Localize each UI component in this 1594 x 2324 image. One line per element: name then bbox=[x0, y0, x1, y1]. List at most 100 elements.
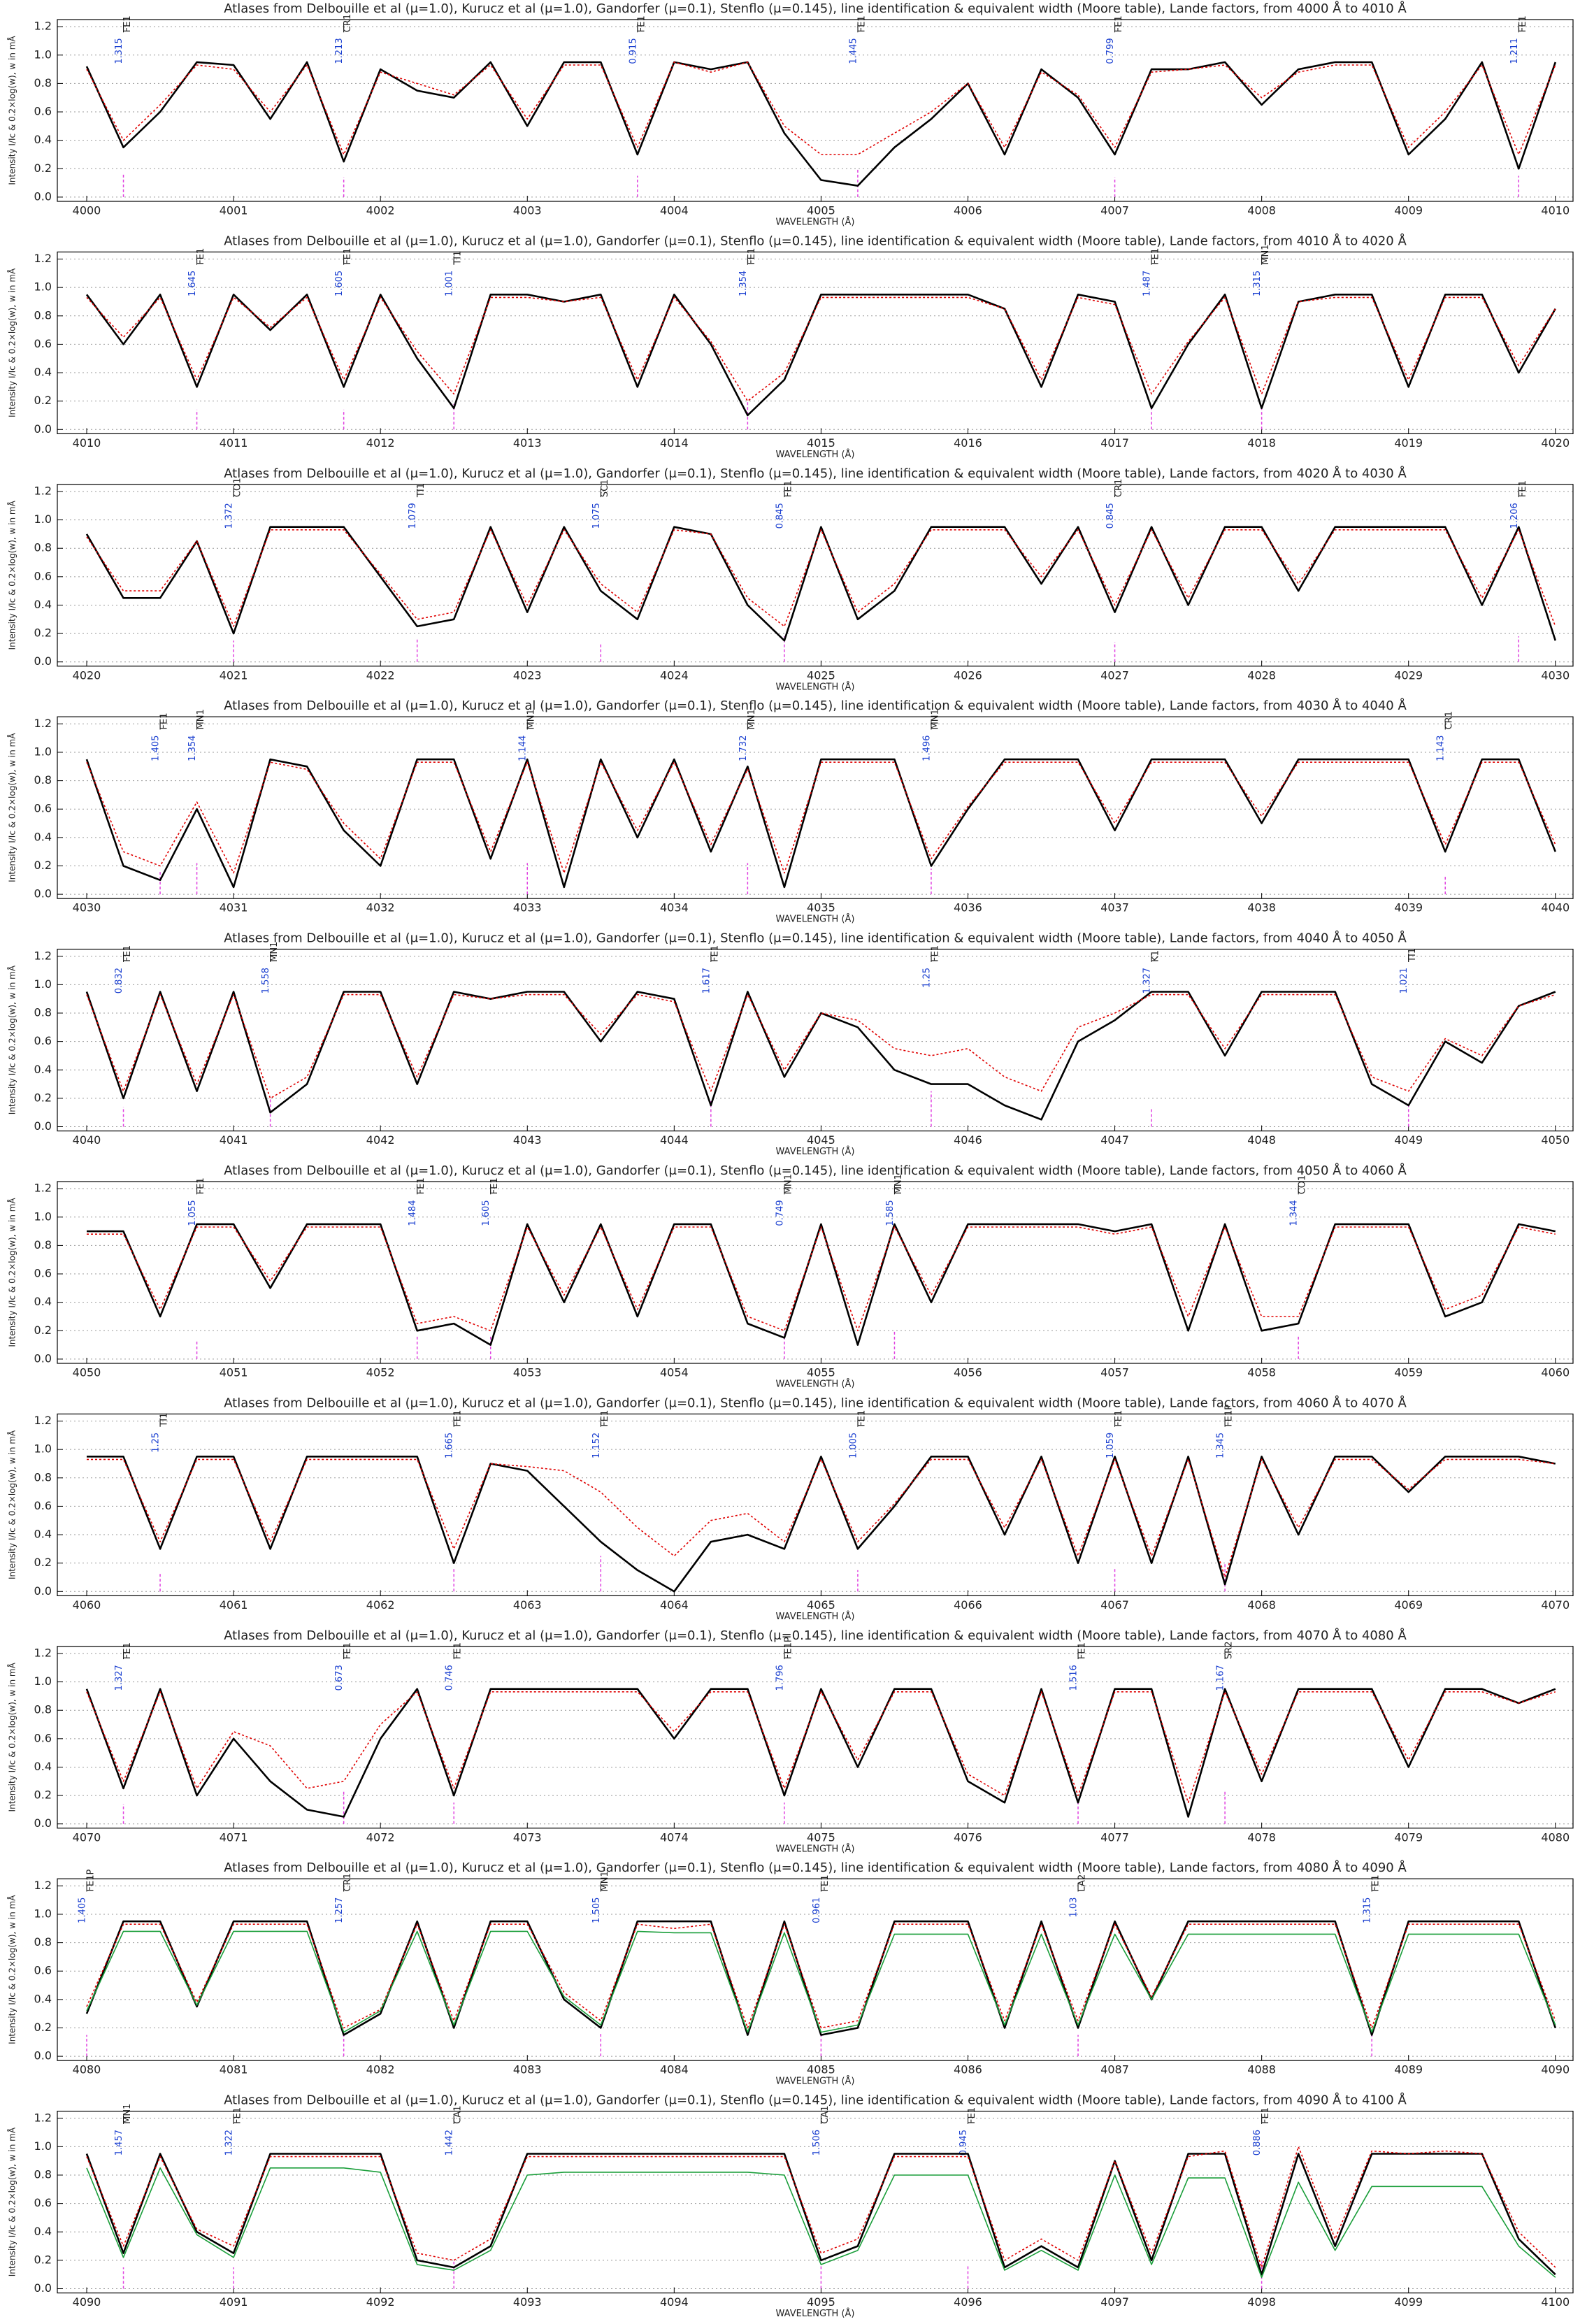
lande-factor: 1.059 bbox=[1105, 1433, 1116, 1458]
lande-factor: 1.167 bbox=[1216, 1665, 1226, 1691]
x-axis-label: WAVELENGTH (Å) bbox=[776, 914, 855, 925]
y-tick-label: 0.6 bbox=[34, 2196, 52, 2209]
x-tick-label: 4042 bbox=[366, 1133, 395, 1147]
y-tick-label: 0.0 bbox=[34, 2281, 52, 2295]
x-axis-label: WAVELENGTH (Å) bbox=[776, 2308, 855, 2319]
x-tick-label: 4006 bbox=[954, 204, 982, 217]
x-tick-label: 4068 bbox=[1247, 1598, 1276, 1612]
y-tick-label: 1.0 bbox=[34, 2139, 52, 2153]
y-axis-label: Intensity I/Ic & 0.2×log(w), w in mÅ bbox=[7, 733, 17, 882]
chart-title: Atlases from Delbouille et al (μ=1.0), K… bbox=[224, 233, 1407, 248]
x-tick-label: 4053 bbox=[513, 1366, 542, 1379]
y-tick-label: 0.8 bbox=[34, 1703, 52, 1716]
lande-factor: 1.457 bbox=[114, 2130, 124, 2156]
lande-factor: 1.315 bbox=[1363, 1898, 1373, 1923]
lande-factor: 1.372 bbox=[224, 503, 235, 529]
x-tick-label: 4040 bbox=[73, 1133, 101, 1147]
line-id: FE1P bbox=[86, 1870, 96, 1892]
x-tick-label: 4030 bbox=[1541, 668, 1570, 682]
lande-factor: 0.749 bbox=[775, 1200, 785, 1226]
lande-factor: 1.005 bbox=[848, 1433, 859, 1458]
plot-frame bbox=[57, 948, 1574, 1132]
x-tick-label: 4050 bbox=[1541, 1133, 1570, 1147]
x-tick-label: 4026 bbox=[954, 668, 982, 682]
lande-factor: 1.496 bbox=[921, 736, 932, 761]
y-tick-label: 1.0 bbox=[34, 977, 52, 991]
lande-factor: 1.075 bbox=[591, 503, 602, 529]
y-tick-label: 0.8 bbox=[34, 1470, 52, 1484]
plot-frame bbox=[57, 1878, 1574, 2061]
lande-factor: 1.079 bbox=[408, 503, 418, 529]
x-tick-label: 4003 bbox=[513, 204, 542, 217]
x-tick-label: 4013 bbox=[513, 436, 542, 450]
x-tick-label: 4033 bbox=[513, 901, 542, 914]
y-tick-label: 0.4 bbox=[34, 1760, 52, 1773]
x-axis-label: WAVELENGTH (Å) bbox=[776, 1843, 855, 1854]
line-id: FE1P bbox=[1224, 1405, 1235, 1427]
y-tick-label: 0.2 bbox=[34, 394, 52, 407]
spectrum-line bbox=[86, 761, 1556, 874]
x-tick-label: 4031 bbox=[220, 901, 248, 914]
lande-factor: 1.001 bbox=[445, 271, 455, 296]
y-tick-label: 0.4 bbox=[34, 1992, 52, 2005]
line-id: FE1 bbox=[489, 1177, 500, 1194]
x-tick-label: 4040 bbox=[1541, 901, 1570, 914]
x-tick-label: 4055 bbox=[807, 1366, 835, 1379]
line-id: FE1 bbox=[1261, 2107, 1271, 2124]
x-tick-label: 4081 bbox=[220, 2063, 248, 2076]
lande-factor: 0.945 bbox=[958, 2130, 969, 2156]
y-tick-label: 0.8 bbox=[34, 2168, 52, 2181]
spectrum-line bbox=[86, 1930, 1556, 2033]
y-tick-label: 0.2 bbox=[34, 162, 52, 175]
y-tick-label: 0.0 bbox=[34, 1816, 52, 1830]
x-tick-label: 4034 bbox=[660, 901, 689, 914]
x-tick-label: 4027 bbox=[1100, 668, 1129, 682]
y-tick-label: 0.8 bbox=[34, 1238, 52, 1251]
x-tick-label: 4083 bbox=[513, 2063, 542, 2076]
y-tick-label: 0.4 bbox=[34, 2225, 52, 2238]
line-id: FE1 bbox=[1371, 1875, 1381, 1892]
y-tick-label: 1.2 bbox=[34, 1182, 52, 1195]
y-axis-label: Intensity I/Ic & 0.2×log(w), w in mÅ bbox=[7, 268, 17, 417]
lande-factor: 1.405 bbox=[78, 1898, 88, 1923]
x-tick-label: 4096 bbox=[954, 2295, 982, 2309]
x-tick-label: 4036 bbox=[954, 901, 982, 914]
x-tick-label: 4002 bbox=[366, 204, 395, 217]
line-id: MN1 bbox=[600, 1871, 610, 1891]
y-tick-label: 0.6 bbox=[34, 1034, 52, 1047]
lande-factor: 1.25 bbox=[921, 968, 932, 988]
y-tick-label: 0.8 bbox=[34, 308, 52, 322]
lande-factor: 1.558 bbox=[261, 968, 271, 994]
y-tick-label: 0.6 bbox=[34, 802, 52, 815]
lande-factor: 1.152 bbox=[591, 1433, 602, 1458]
line-id: FE1 bbox=[196, 1177, 206, 1194]
y-axis-label: Intensity I/Ic & 0.2×log(w), w in mÅ bbox=[7, 2127, 17, 2276]
y-tick-label: 1.0 bbox=[34, 1210, 52, 1223]
lande-factor: 1.405 bbox=[151, 736, 161, 761]
y-tick-label: 0.8 bbox=[34, 773, 52, 787]
x-tick-label: 4064 bbox=[660, 1598, 689, 1612]
plot-frame bbox=[57, 1646, 1574, 1829]
x-tick-label: 4088 bbox=[1247, 2063, 1276, 2076]
y-tick-label: 0.8 bbox=[34, 76, 52, 89]
x-tick-label: 4010 bbox=[73, 436, 101, 450]
x-tick-label: 4076 bbox=[954, 1830, 982, 1844]
lande-factor: 1.354 bbox=[187, 736, 198, 761]
line-id: MN1 bbox=[747, 709, 757, 729]
x-tick-label: 4054 bbox=[660, 1366, 689, 1379]
lande-factor: 1.03 bbox=[1069, 1898, 1079, 1918]
x-tick-label: 4075 bbox=[807, 1830, 835, 1844]
line-id: MN1 bbox=[526, 709, 537, 729]
y-tick-label: 0.2 bbox=[34, 2021, 52, 2034]
chart-title: Atlases from Delbouille et al (μ=1.0), K… bbox=[224, 931, 1407, 946]
x-tick-label: 4072 bbox=[366, 1830, 395, 1844]
line-id: FE1 bbox=[416, 1177, 426, 1194]
y-tick-label: 0.8 bbox=[34, 1006, 52, 1019]
x-axis-label: WAVELENGTH (Å) bbox=[776, 449, 855, 460]
x-tick-label: 4098 bbox=[1247, 2295, 1276, 2309]
x-tick-label: 4024 bbox=[660, 668, 689, 682]
x-tick-label: 4070 bbox=[1541, 1598, 1570, 1612]
y-tick-label: 0.0 bbox=[34, 654, 52, 668]
x-tick-label: 4077 bbox=[1100, 1830, 1129, 1844]
line-id: FE1 bbox=[600, 1410, 610, 1427]
